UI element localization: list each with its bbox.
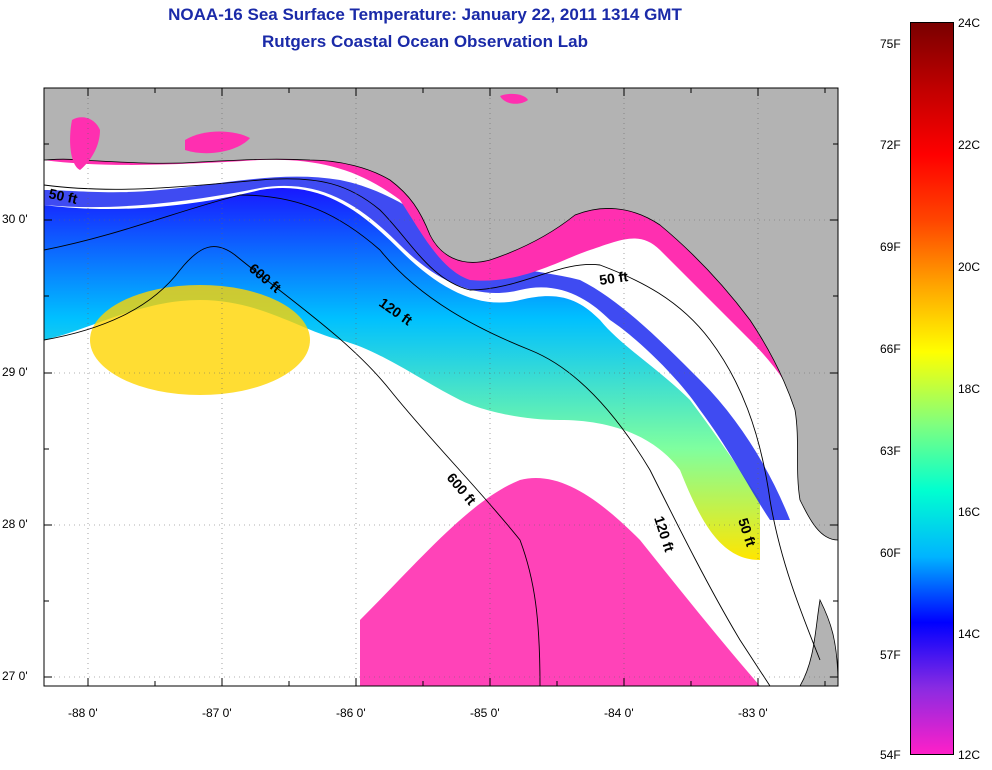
land-south xyxy=(799,598,838,686)
map-title: NOAA-16 Sea Surface Temperature: January… xyxy=(168,5,682,24)
isobath-label-50ft-west: 50 ft xyxy=(47,185,79,207)
lat-label-29: 29 0' xyxy=(2,365,28,379)
warm-core xyxy=(90,285,310,395)
cb-f-69: 69F xyxy=(880,240,901,254)
cb-c-24: 24C xyxy=(958,16,981,30)
map-ticks xyxy=(44,88,838,686)
lon-label-84: -84 0' xyxy=(604,706,634,720)
map-subtitle: Rutgers Coastal Ocean Observation Lab xyxy=(262,32,588,51)
cb-c-12: 12C xyxy=(958,748,981,762)
cb-f-75: 75F xyxy=(880,37,901,51)
cb-f-60: 60F xyxy=(880,546,901,560)
cb-c-22: 22C xyxy=(958,138,981,152)
lat-label-30: 30 0' xyxy=(2,212,28,226)
lon-label-85: -85 0' xyxy=(470,706,500,720)
isobath-600ft xyxy=(44,246,541,686)
lake-blob xyxy=(500,93,528,104)
cb-f-57: 57F xyxy=(880,648,901,662)
cold-patches xyxy=(360,478,760,686)
lon-label-86: -86 0' xyxy=(336,706,366,720)
cb-c-16: 16C xyxy=(958,505,981,519)
cb-c-18: 18C xyxy=(958,382,981,396)
lat-label-27: 27 0' xyxy=(2,669,28,683)
land xyxy=(44,88,838,541)
cb-f-72: 72F xyxy=(880,138,901,152)
lat-label-28: 28 0' xyxy=(2,517,28,531)
pensacola-bay xyxy=(70,117,100,170)
cb-c-14: 14C xyxy=(958,627,981,641)
cb-f-63: 63F xyxy=(880,444,901,458)
choctawhatchee-bay xyxy=(185,131,250,154)
lon-label-83: -83 0' xyxy=(738,706,768,720)
coastal-cool-water xyxy=(44,176,790,520)
cb-c-20: 20C xyxy=(958,260,981,274)
isobath-label-50ft-east: 50 ft xyxy=(598,268,629,288)
gulf-warm-water xyxy=(44,188,760,560)
cb-f-54: 54F xyxy=(880,748,901,762)
isobath-120ft xyxy=(44,194,771,686)
lon-label-88: -88 0' xyxy=(68,706,98,720)
map-frame xyxy=(43,87,839,687)
isobath-50ft xyxy=(44,178,821,661)
cb-f-66: 66F xyxy=(880,342,901,356)
lon-label-87: -87 0' xyxy=(202,706,232,720)
temperature-colorbar xyxy=(910,22,954,755)
